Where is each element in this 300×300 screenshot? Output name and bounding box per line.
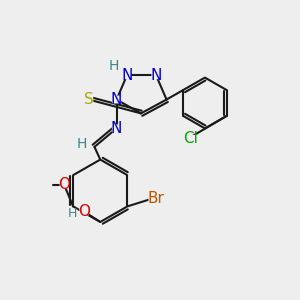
- Text: O: O: [58, 178, 70, 193]
- FancyBboxPatch shape: [109, 62, 118, 70]
- FancyBboxPatch shape: [84, 96, 93, 104]
- FancyBboxPatch shape: [148, 195, 163, 203]
- FancyBboxPatch shape: [112, 124, 121, 132]
- FancyBboxPatch shape: [122, 71, 132, 79]
- Text: H: H: [76, 137, 87, 151]
- FancyBboxPatch shape: [60, 181, 69, 189]
- Text: S: S: [84, 92, 94, 107]
- FancyBboxPatch shape: [183, 135, 197, 143]
- FancyBboxPatch shape: [79, 208, 89, 215]
- FancyBboxPatch shape: [152, 71, 161, 79]
- Text: N: N: [111, 121, 122, 136]
- Text: Cl: Cl: [183, 131, 198, 146]
- FancyBboxPatch shape: [77, 140, 86, 148]
- Text: Br: Br: [147, 191, 164, 206]
- Text: O: O: [78, 204, 90, 219]
- Text: H: H: [68, 207, 77, 220]
- Text: N: N: [121, 68, 133, 83]
- Text: N: N: [150, 68, 162, 83]
- FancyBboxPatch shape: [112, 96, 121, 104]
- Text: H: H: [108, 59, 119, 73]
- FancyBboxPatch shape: [68, 209, 77, 217]
- Text: N: N: [111, 92, 122, 107]
